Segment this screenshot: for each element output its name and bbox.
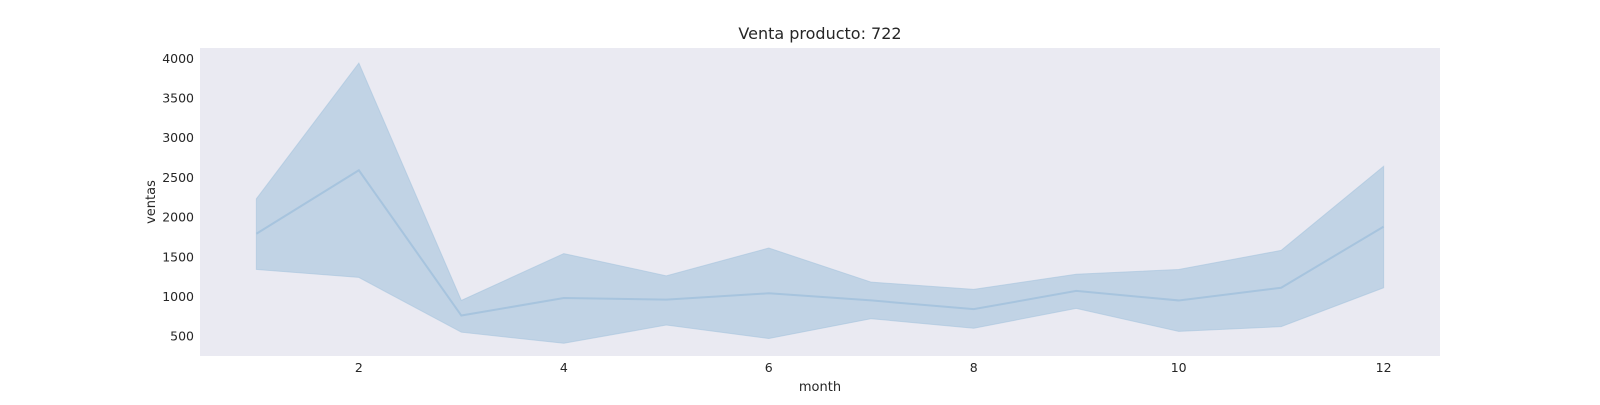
confidence-band-0 — [255, 62, 1385, 344]
x-axis-label: month — [799, 380, 841, 395]
x-tick-label: 12 — [1376, 360, 1392, 375]
y-tick-label: 2000 — [162, 210, 194, 225]
y-tick-labels: 500 1000 1500 2000 2500 3000 3500 4000 — [162, 51, 194, 344]
y-tick-label: 2500 — [162, 170, 194, 185]
y-axis-label: ventas — [144, 180, 159, 224]
confidence-band-layer — [255, 62, 1385, 344]
y-tick-label: 3500 — [162, 91, 194, 106]
chart-title: Venta producto: 722 — [738, 24, 901, 43]
y-tick-label: 1000 — [162, 289, 194, 304]
plot-area — [200, 48, 1440, 356]
x-tick-labels: 2 4 6 8 10 12 — [355, 360, 1392, 375]
series-line-0 — [255, 168, 1385, 317]
x-tick-label: 6 — [765, 360, 773, 375]
y-tick-label: 1500 — [162, 249, 194, 264]
series-line-layer — [255, 168, 1385, 317]
x-tick-label: 4 — [560, 360, 568, 375]
y-tick-label: 4000 — [162, 51, 194, 66]
x-tick-label: 10 — [1171, 360, 1187, 375]
x-tick-label: 8 — [970, 360, 978, 375]
y-tick-label: 500 — [170, 329, 194, 344]
x-tick-label: 2 — [355, 360, 363, 375]
y-tick-label: 3000 — [162, 130, 194, 145]
